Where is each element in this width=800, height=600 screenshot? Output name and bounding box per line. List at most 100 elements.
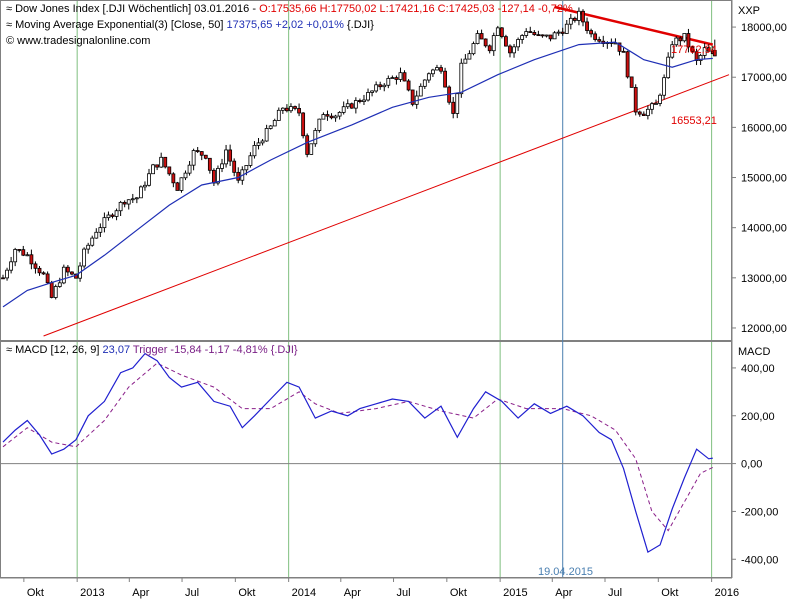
candle-body <box>621 50 626 53</box>
candle-body <box>86 244 91 250</box>
candle-body <box>451 101 456 114</box>
candle-body <box>313 130 318 145</box>
price-axis-name: XXP <box>738 5 761 17</box>
y-axis-labels: 12000,00 13000,00 14000,00 15000,00 16000,00… <box>732 22 787 566</box>
x-tick-label: Jul <box>185 587 199 599</box>
x-tick-label: Jul <box>608 587 622 599</box>
candle-body <box>641 113 646 116</box>
x-tick-label: Okt <box>661 587 678 599</box>
price-y-tick-label: 15000,00 <box>741 173 787 185</box>
legend-icon: ≈ <box>6 3 16 15</box>
macd-panel-frame <box>0 341 732 578</box>
candle-body <box>564 23 569 34</box>
ema-line <box>2 41 713 308</box>
candle-body <box>301 112 306 137</box>
candle-body <box>147 173 151 186</box>
candle-body <box>479 33 484 40</box>
candle-body <box>678 37 683 42</box>
candle-body <box>248 155 253 166</box>
source-label: www.tradesignalonline.com <box>17 35 151 47</box>
candle-body <box>155 164 160 168</box>
resistance-label: 17762,94 <box>671 44 717 56</box>
candle-body <box>1 277 5 280</box>
candle-body <box>195 150 200 152</box>
price-legend-line-3: © www.tradesignalonline.com <box>6 35 150 48</box>
candle-body <box>572 17 577 21</box>
candle-body <box>82 248 87 267</box>
x-tick-label: Okt <box>27 587 44 599</box>
candle-body <box>662 77 667 96</box>
candle-body <box>122 201 127 205</box>
candle-body <box>650 103 654 110</box>
candle-body <box>143 184 147 188</box>
candle-body <box>57 282 62 287</box>
candle-body <box>37 267 42 274</box>
price-y-tick-label: 18000,00 <box>741 22 787 34</box>
trigger-path <box>2 362 714 532</box>
candle-body <box>528 31 533 33</box>
candle-body <box>280 107 285 111</box>
macd-value: 23,07 <box>102 344 131 356</box>
candle-body <box>65 266 70 273</box>
candle-body <box>163 156 168 168</box>
candle-body <box>102 217 107 229</box>
macd-axis-name: MACD <box>738 346 771 358</box>
price-y-tick-label: 16000,00 <box>741 122 787 134</box>
candle-body <box>398 72 403 80</box>
candle-body <box>702 47 707 56</box>
macd-y-tick-label: -400,00 <box>741 554 778 566</box>
price-y-tick-label: 13000,00 <box>741 273 787 285</box>
candle-body <box>386 78 391 86</box>
candle-body <box>706 47 711 52</box>
candle-body <box>321 114 326 120</box>
candle-body <box>276 109 281 121</box>
candle-body <box>309 143 314 155</box>
candle-body <box>520 35 525 40</box>
macd-y-tick-label: 200,00 <box>741 411 775 423</box>
candle-body <box>325 114 330 117</box>
candle-body <box>593 33 598 40</box>
candle-body <box>431 69 435 75</box>
candle-body <box>690 46 695 53</box>
candle-body <box>256 142 261 146</box>
candle-body <box>617 42 622 52</box>
x-tick-label: 2013 <box>80 587 104 599</box>
candle-body <box>272 120 277 127</box>
candle-body <box>633 87 638 113</box>
candle-body <box>264 128 269 142</box>
candle-body <box>94 231 99 239</box>
candle-body <box>504 36 508 47</box>
candle-body <box>378 84 383 88</box>
candle-body <box>130 198 135 201</box>
candle-body <box>333 115 338 119</box>
candle-body <box>674 37 679 46</box>
candle-body <box>435 67 439 71</box>
candle-body <box>544 34 549 37</box>
candle-body <box>536 34 541 37</box>
candle-body <box>402 72 407 82</box>
candle-body <box>682 33 687 42</box>
candle-body <box>475 33 480 44</box>
candle-body <box>191 150 196 166</box>
candle-body <box>645 108 650 116</box>
ema-label: Moving Average Exponential(3) [Close, 50… <box>15 19 227 31</box>
candle-body <box>134 197 139 200</box>
candle-body <box>61 266 66 284</box>
x-tick-label: Jul <box>397 587 411 599</box>
candle-body <box>495 27 500 36</box>
x-tick-label: 2014 <box>292 587 316 599</box>
candle-body <box>585 21 589 31</box>
candle-body <box>53 286 58 298</box>
candle-body <box>252 145 257 157</box>
x-tick-label: Okt <box>238 587 255 599</box>
candle-body <box>70 271 74 275</box>
candle-body <box>171 173 176 184</box>
candle-body <box>712 49 717 57</box>
candle-body <box>552 32 557 40</box>
candle-body <box>216 168 220 184</box>
candle-body <box>654 103 658 105</box>
price-y-tick-label: 12000,00 <box>741 323 787 335</box>
x-tick-label: 2015 <box>503 587 527 599</box>
candle-body <box>366 92 370 101</box>
candle-body <box>126 199 131 205</box>
